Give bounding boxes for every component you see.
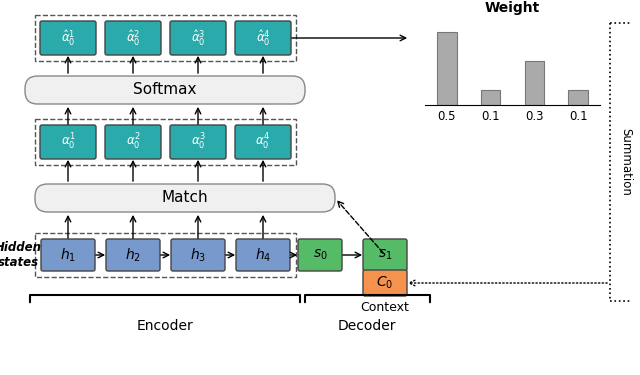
FancyBboxPatch shape [171,239,225,271]
Text: $\hat{\alpha}_0^2$: $\hat{\alpha}_0^2$ [125,28,140,48]
FancyBboxPatch shape [298,239,342,271]
FancyBboxPatch shape [25,76,305,104]
Bar [568,90,588,105]
Bar [35,233,296,277]
Text: Hidden
states: Hidden states [0,241,42,269]
FancyBboxPatch shape [236,239,290,271]
Text: $\hat{\alpha}_0^1$: $\hat{\alpha}_0^1$ [61,28,76,48]
Text: Encoder: Encoder [136,319,193,333]
FancyBboxPatch shape [170,21,226,55]
Text: $s_1$: $s_1$ [378,248,392,262]
Text: Summation: Summation [620,128,632,196]
FancyBboxPatch shape [106,239,160,271]
FancyBboxPatch shape [363,270,407,296]
FancyBboxPatch shape [170,125,226,159]
Text: $h_1$: $h_1$ [60,246,76,264]
FancyBboxPatch shape [235,125,291,159]
FancyBboxPatch shape [40,125,96,159]
Bar [35,15,296,61]
Bar [35,119,296,165]
Text: $C_0$: $C_0$ [376,275,394,291]
Text: $\alpha_0^4$: $\alpha_0^4$ [255,132,271,152]
Bar [437,32,457,105]
Text: $\hat{\alpha}_0^4$: $\hat{\alpha}_0^4$ [256,28,270,48]
FancyBboxPatch shape [235,21,291,55]
FancyBboxPatch shape [35,184,335,212]
Text: $\alpha_0^3$: $\alpha_0^3$ [191,132,205,152]
Text: Context: Context [360,301,410,314]
Text: $\alpha_0^2$: $\alpha_0^2$ [125,132,140,152]
FancyBboxPatch shape [40,21,96,55]
Text: Softmax: Softmax [133,82,196,98]
Text: $\alpha_0^1$: $\alpha_0^1$ [61,132,76,152]
Text: $h_2$: $h_2$ [125,246,141,264]
FancyBboxPatch shape [105,125,161,159]
Bar [481,90,500,105]
Text: $s_0$: $s_0$ [312,248,328,262]
Text: Match: Match [162,190,208,206]
FancyBboxPatch shape [105,21,161,55]
Text: $h_3$: $h_3$ [190,246,206,264]
Title: Weight: Weight [485,1,540,15]
Bar [525,62,544,105]
Text: Decoder: Decoder [338,319,396,333]
FancyBboxPatch shape [363,239,407,271]
Text: $\hat{\alpha}_0^3$: $\hat{\alpha}_0^3$ [191,28,205,48]
Text: $h_4$: $h_4$ [255,246,271,264]
FancyBboxPatch shape [41,239,95,271]
